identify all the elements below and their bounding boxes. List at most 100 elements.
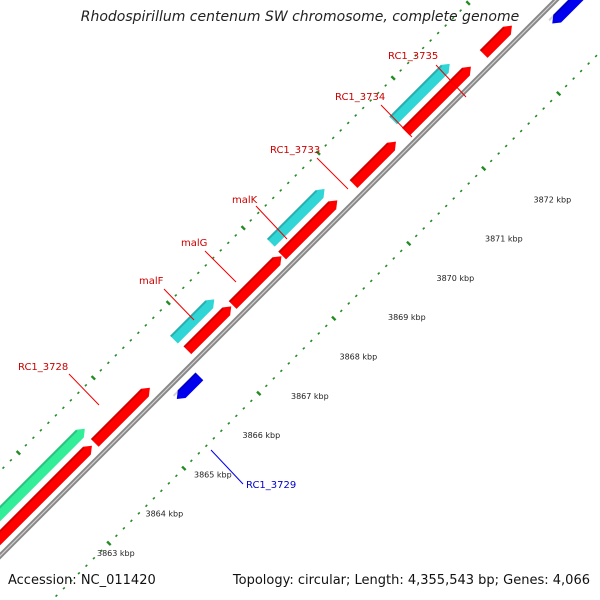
gene-label: RC1_3735 (388, 51, 438, 62)
inner-tick-minor (77, 571, 81, 575)
outer-tick-minor (354, 114, 358, 117)
inner-tick-minor (287, 361, 291, 365)
inner-tick-minor (564, 84, 568, 88)
gene-label: malF (139, 276, 164, 287)
outer-tick-minor (301, 166, 305, 170)
outer-tick-minor (331, 136, 335, 140)
outer-tick-minor (211, 256, 215, 260)
cds-malg-shade (228, 257, 275, 303)
inner-tick-minor (347, 302, 351, 305)
inner-tick-minor (70, 579, 73, 583)
inner-tick-minor (55, 594, 58, 598)
gene-rc1-3736-shade (548, 0, 571, 22)
label-leader-line (163, 288, 195, 321)
cds-rc1-3728b-shade (90, 388, 143, 441)
outer-tick-minor (406, 61, 410, 65)
label-layer: 3863 kbp 3864 kbp 3865 kbp 3866 kbp 3867 kbp… (18, 51, 571, 558)
label-leader-line (68, 373, 100, 406)
label-leader-line (316, 157, 349, 190)
outer-tick-minor (271, 196, 275, 200)
cds-malf (183, 306, 232, 355)
outer-tick-minor (376, 91, 380, 95)
inner-tick-minor (587, 62, 591, 65)
outer-tick-minor (234, 233, 238, 237)
inner-tick-minor (324, 324, 328, 328)
tick-label: 3863 kbp (97, 549, 135, 558)
backbone-layer (0, 0, 560, 560)
outer-tick-minor (309, 159, 313, 162)
gene-malk-shade (266, 190, 318, 241)
inner-tick-minor (189, 459, 193, 463)
gene-rc1-3734 (389, 63, 450, 125)
outer-tick-minor (414, 54, 418, 57)
outer-tick-minor (264, 204, 268, 207)
inner-tick-minor (84, 564, 88, 568)
chromosome-backbone-highlight (0, 0, 557, 557)
inner-tick-minor (152, 496, 156, 500)
cds-rc1-3728 (0, 445, 92, 546)
inner-tick-minor (174, 474, 178, 478)
gene-rc1-3729 (176, 372, 204, 400)
inner-tick-minor (399, 249, 403, 253)
outer-tick-minor (249, 218, 253, 222)
outer-tick-major (90, 375, 96, 381)
inner-tick-minor (249, 399, 253, 403)
cds-rc1-3735 (479, 25, 512, 58)
inner-tick-major (406, 240, 412, 247)
outer-tick-minor (444, 24, 448, 27)
inner-tick-minor (519, 129, 523, 133)
outer-tick-minor (346, 121, 350, 125)
inner-tick-minor (197, 451, 201, 455)
outer-tick-major (165, 300, 171, 306)
inner-tick-major (256, 390, 262, 396)
inner-tick-minor (572, 77, 576, 80)
inner-tick-minor (369, 279, 373, 283)
inner-tick-major (331, 315, 337, 322)
inner-tick-minor (542, 107, 546, 110)
cds-rc1-3733 (349, 141, 396, 188)
inner-tick-minor (122, 526, 126, 530)
outer-tick-minor (76, 391, 80, 395)
outer-tick-minor (196, 271, 200, 275)
inner-tick-minor (294, 354, 298, 358)
inner-tick-minor (212, 436, 216, 440)
chromosome-backbone (0, 0, 560, 560)
outer-tick-minor (84, 383, 88, 387)
inner-tick-minor (62, 586, 66, 590)
inner-tick-minor (437, 212, 441, 215)
outer-tick-minor (31, 436, 35, 440)
inner-tick-minor (302, 346, 306, 350)
cds-rc1-3734-shade (401, 67, 464, 130)
gene-label: RC1_3728 (18, 362, 68, 373)
outer-tick-minor (54, 413, 58, 417)
inner-tick-minor (279, 369, 283, 373)
inner-tick-minor (429, 219, 433, 223)
outer-tick-minor (159, 308, 163, 312)
label-leader-line (204, 250, 237, 283)
tick-label: 3869 kbp (388, 313, 426, 322)
inner-tick-minor (452, 197, 456, 200)
outer-tick-minor (9, 458, 13, 462)
gene-rc1-3736 (552, 0, 584, 24)
inner-tick-minor (339, 309, 343, 313)
outer-tick-minor (189, 278, 193, 282)
outer-tick-minor (256, 211, 260, 215)
outer-tick-major (390, 75, 396, 81)
cds-malk (278, 200, 338, 260)
inner-tick-minor (227, 421, 231, 425)
inner-tick-minor (219, 429, 223, 433)
outer-tick-minor (129, 338, 133, 342)
cds-rc1-3733-shade (349, 142, 389, 182)
outer-tick-minor (279, 189, 283, 192)
outer-tick-minor (339, 129, 343, 132)
outer-tick-minor (324, 144, 328, 147)
gene-malf (170, 299, 215, 344)
gene-label: RC1_3734 (335, 92, 385, 103)
gene-rc1-3728-shade (0, 429, 78, 509)
outer-tick-minor (369, 99, 373, 102)
outer-tick-minor (399, 69, 403, 72)
gene-label: malK (232, 195, 258, 206)
outer-tick-minor (1, 466, 5, 470)
